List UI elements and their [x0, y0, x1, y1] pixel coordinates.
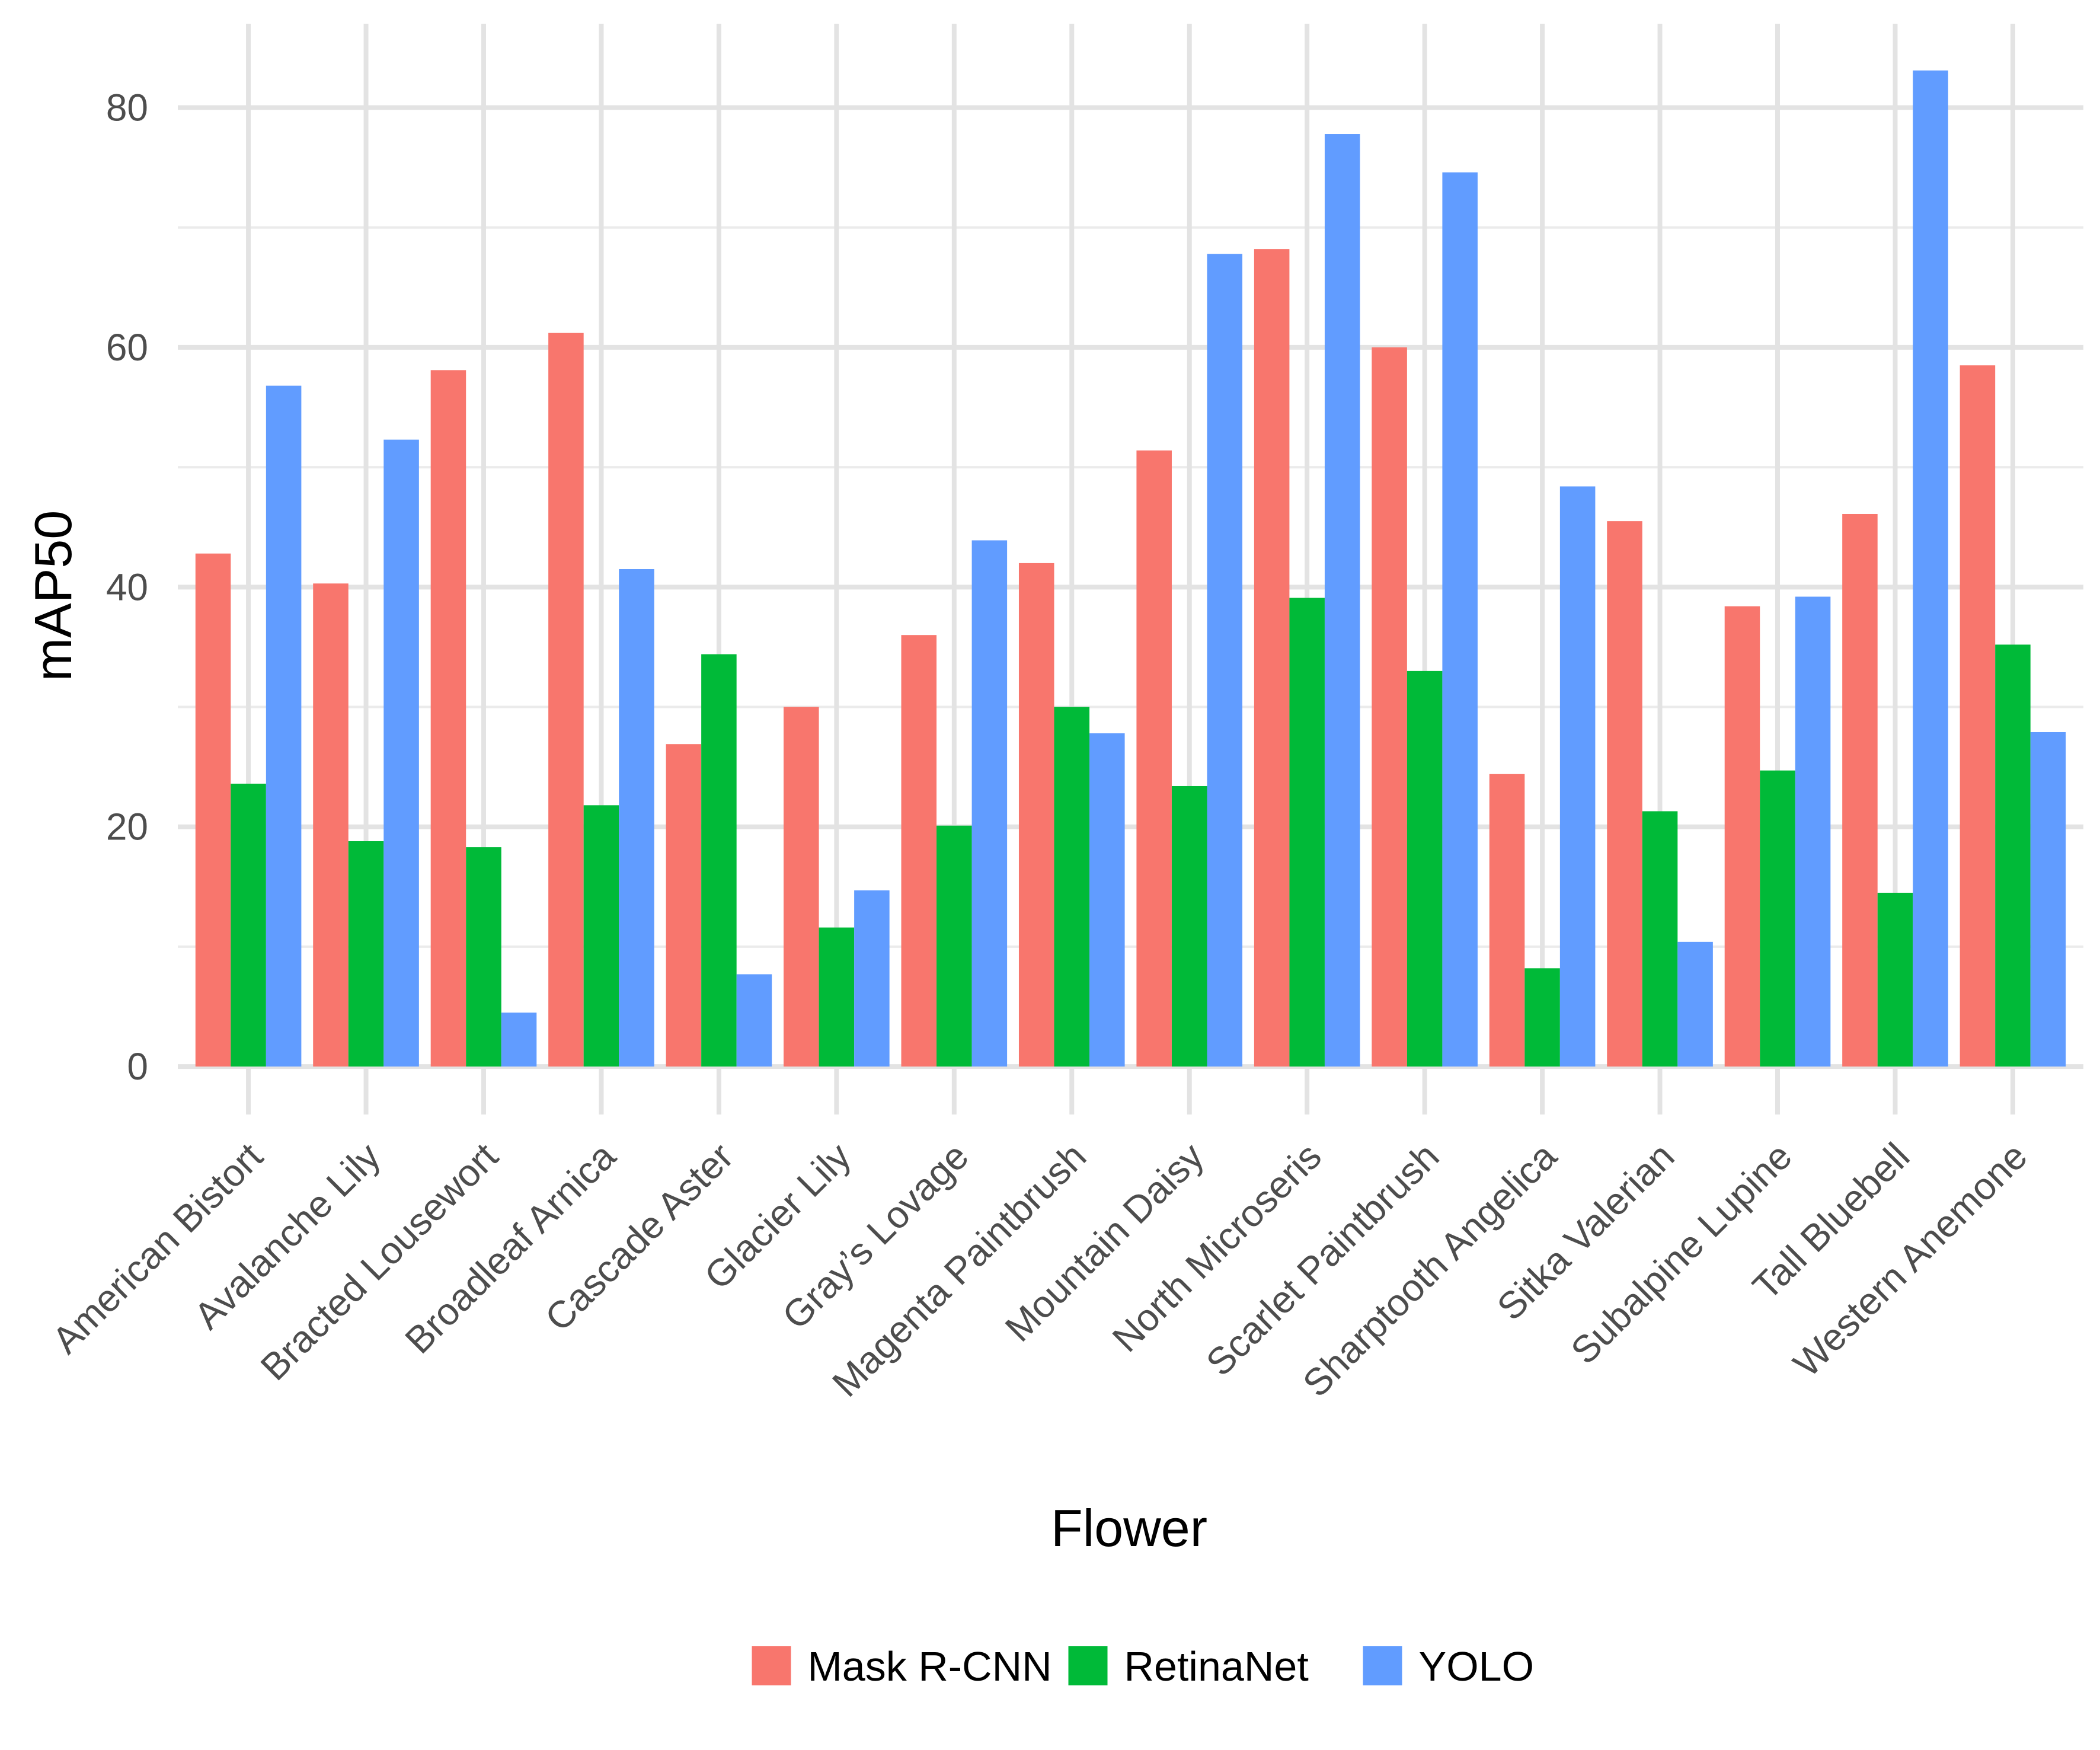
- bar-mask-r-cnn: [1254, 249, 1290, 1067]
- x-axis-title: Flower: [1051, 1499, 1207, 1557]
- bar-retinanet: [1171, 785, 1207, 1067]
- bar-mask-r-cnn: [1489, 774, 1525, 1067]
- bar-retinanet: [1407, 670, 1443, 1067]
- bar-yolo: [1089, 733, 1125, 1067]
- bar-retinanet: [936, 825, 972, 1067]
- bar-retinanet: [348, 841, 384, 1067]
- bar-retinanet: [1877, 892, 1913, 1067]
- bar-mask-r-cnn: [1607, 521, 1642, 1067]
- y-tick-label: 20: [106, 806, 148, 848]
- bar-retinanet: [1995, 644, 2031, 1067]
- bar-mask-r-cnn: [1372, 347, 1407, 1067]
- legend-swatch: [752, 1646, 791, 1685]
- bar-yolo: [2030, 732, 2066, 1067]
- bar-yolo: [1559, 486, 1596, 1067]
- bar-mask-r-cnn: [1136, 450, 1172, 1067]
- y-tick-label: 0: [127, 1045, 148, 1088]
- bar-retinanet: [1054, 707, 1090, 1067]
- bar-yolo: [619, 569, 654, 1067]
- bar-mask-r-cnn: [1960, 365, 1996, 1067]
- bar-retinanet: [1642, 811, 1678, 1067]
- bar-yolo: [1324, 134, 1360, 1067]
- legend-swatch: [1363, 1646, 1402, 1685]
- bar-yolo: [1677, 941, 1713, 1067]
- bar-mask-r-cnn: [313, 583, 349, 1067]
- bar-yolo: [266, 385, 302, 1067]
- bar-mask-r-cnn: [430, 370, 466, 1067]
- bars: [195, 70, 2066, 1067]
- y-axis-tick-labels: 0 20 40 60 80: [106, 87, 148, 1088]
- bar-mask-r-cnn: [1842, 513, 1878, 1067]
- y-tick-label: 80: [106, 87, 148, 129]
- bar-mask-r-cnn: [548, 333, 584, 1067]
- y-tick-label: 40: [106, 566, 148, 608]
- bar-mask-r-cnn: [666, 744, 702, 1067]
- bar-yolo: [971, 540, 1008, 1067]
- y-tick-label: 60: [106, 326, 148, 369]
- bar-retinanet: [1760, 770, 1795, 1067]
- bar-retinanet: [231, 783, 266, 1067]
- bar-yolo: [854, 890, 890, 1067]
- bar-yolo: [736, 974, 772, 1067]
- bar-yolo: [1795, 596, 1831, 1067]
- bar-yolo: [501, 1013, 537, 1067]
- legend-label: Mask R-CNN: [808, 1643, 1052, 1690]
- bar-mask-r-cnn: [784, 707, 819, 1067]
- bar-retinanet: [819, 927, 855, 1067]
- legend-swatch: [1068, 1646, 1108, 1685]
- bar-mask-r-cnn: [195, 553, 231, 1067]
- bar-yolo: [1442, 172, 1478, 1067]
- legend-label: RetinaNet: [1124, 1643, 1309, 1690]
- bar-retinanet: [583, 805, 619, 1067]
- legend-label: YOLO: [1419, 1643, 1535, 1690]
- bar-yolo: [1207, 254, 1243, 1067]
- bar-mask-r-cnn: [1724, 606, 1760, 1067]
- bar-yolo: [383, 439, 419, 1067]
- bar-mask-r-cnn: [901, 635, 937, 1067]
- bar-retinanet: [466, 847, 501, 1067]
- legend: Mask R-CNN RetinaNet YOLO: [752, 1643, 1535, 1690]
- bar-retinanet: [1524, 968, 1560, 1067]
- y-axis-title: mAP50: [24, 510, 82, 682]
- bar-retinanet: [701, 654, 737, 1067]
- bar-retinanet: [1289, 598, 1325, 1067]
- bar-mask-r-cnn: [1018, 563, 1054, 1067]
- bar-yolo: [1913, 70, 1948, 1067]
